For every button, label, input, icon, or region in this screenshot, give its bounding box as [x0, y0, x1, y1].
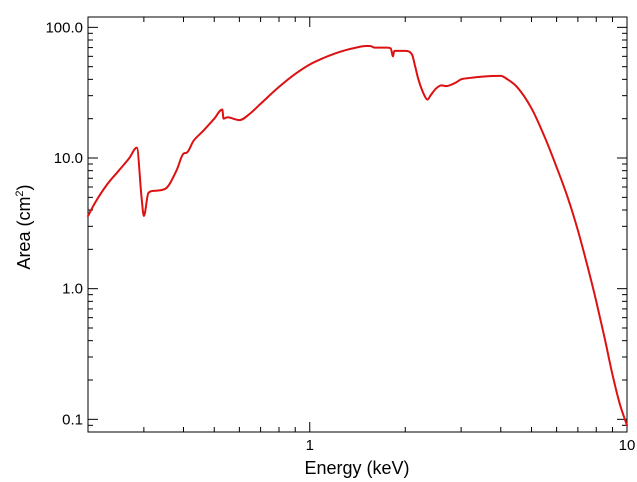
series-group — [87, 44, 628, 427]
x-tick-label: 1 — [306, 437, 314, 454]
y-tick-label: 0.1 — [62, 411, 83, 428]
y-axis-title: Area (cm2) — [14, 184, 34, 269]
plot-frame — [87, 16, 628, 433]
area-curve-line — [87, 44, 628, 427]
x-tick-label: 10 — [619, 437, 636, 454]
y-tick-label: 1.0 — [62, 281, 83, 298]
plot-frame-group — [87, 16, 628, 433]
y-tick-label: 100.0 — [45, 19, 83, 36]
y-axis-title-prefix: Area (cm — [14, 197, 34, 270]
y-axis-title-suffix: ) — [14, 184, 34, 190]
y-axis-title-superscript: 2 — [14, 190, 26, 196]
x-axis-title: Energy (keV) — [304, 458, 409, 478]
ticks-group — [87, 17, 628, 433]
tick-labels-group: 1 10 0.1 1.0 10.0 100.0 — [45, 19, 635, 454]
y-tick-label: 10.0 — [54, 150, 83, 167]
